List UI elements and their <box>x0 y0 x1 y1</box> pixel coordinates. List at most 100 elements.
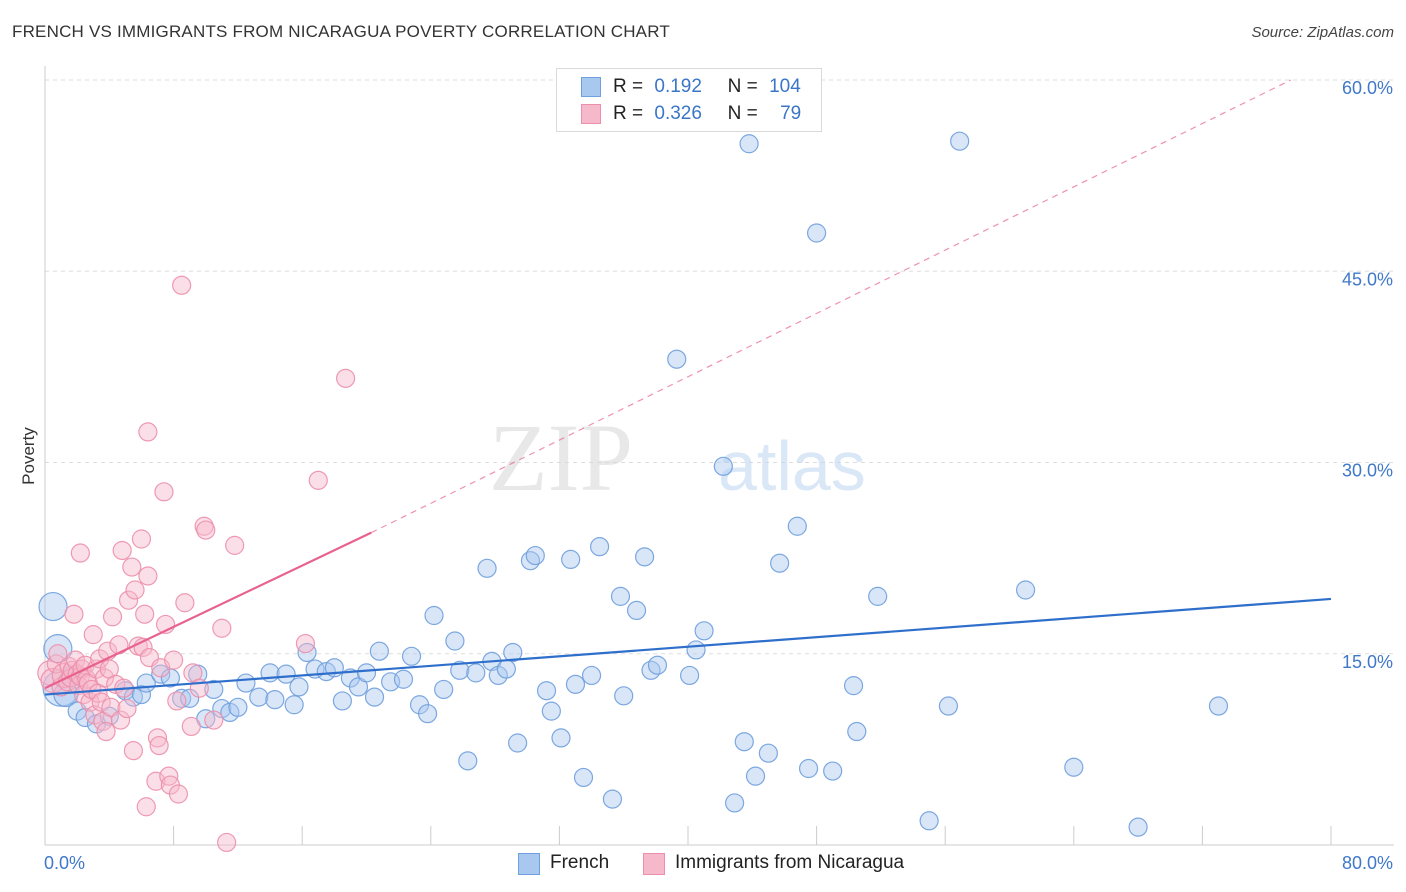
nicaragua-point <box>212 618 232 638</box>
french-point <box>284 695 304 715</box>
nicaragua-point <box>175 593 195 613</box>
french-point <box>496 659 516 679</box>
chart-title: FRENCH VS IMMIGRANTS FROM NICARAGUA POVE… <box>12 22 670 41</box>
french-point <box>843 676 864 696</box>
grid-lines <box>45 79 1394 655</box>
nicaragua-point <box>123 741 144 761</box>
french-point <box>131 684 152 705</box>
french-stats: R = 0.192 N = 104 <box>613 76 801 98</box>
french-point <box>393 669 414 689</box>
french-point <box>725 793 745 813</box>
trend-lines <box>44 79 1332 696</box>
nicaragua-point <box>295 633 316 654</box>
french-point <box>38 591 68 622</box>
french-point <box>823 761 843 781</box>
nicaragua-point <box>118 590 139 610</box>
nicaragua-point <box>64 604 84 624</box>
nicaragua-point <box>101 697 121 717</box>
french-point <box>332 691 352 711</box>
nicaragua-point <box>125 580 145 600</box>
nicaragua-point <box>135 604 155 624</box>
french-point <box>450 660 470 680</box>
nicaragua-stats: R = 0.326 N = 79 <box>613 103 801 125</box>
nicaragua-trend-extension <box>371 79 1292 534</box>
french-point <box>798 758 819 779</box>
nicaragua-point <box>131 529 152 549</box>
french-point <box>369 641 389 661</box>
french-point <box>626 600 647 621</box>
nicaragua-trend-line <box>44 531 372 690</box>
french-point <box>806 223 827 243</box>
french-point <box>565 674 586 694</box>
bottom-french-label: French <box>550 852 610 873</box>
watermark: ZIP atlas <box>489 404 866 511</box>
french-point <box>1128 817 1148 837</box>
french-point <box>356 663 377 683</box>
nicaragua-point <box>225 535 245 555</box>
y-tick-label: 15.0% <box>1342 652 1393 672</box>
french-point <box>647 655 668 675</box>
french-point <box>424 605 444 626</box>
nicaragua-points <box>37 275 356 853</box>
french-point <box>787 516 807 536</box>
y-tick-label: 45.0% <box>1342 269 1393 289</box>
bottom-nicaragua-swatch <box>643 853 665 875</box>
y-tick-label: 60.0% <box>1342 78 1393 98</box>
french-point <box>938 696 959 716</box>
y-tick-label: 30.0% <box>1342 461 1393 481</box>
nicaragua-point <box>172 275 192 295</box>
french-point <box>713 456 733 476</box>
french-point <box>204 679 224 700</box>
nicaragua-point <box>48 644 68 664</box>
watermark-zip: ZIP <box>489 404 633 511</box>
french-point <box>503 642 523 663</box>
nicaragua-point <box>181 716 201 737</box>
nicaragua-swatch <box>581 104 601 124</box>
french-point <box>561 549 581 570</box>
nicaragua-point <box>110 710 131 730</box>
french-point <box>536 681 557 701</box>
french-point <box>641 660 661 680</box>
french-point <box>919 811 939 831</box>
french-points <box>38 131 1229 837</box>
axes <box>44 66 1394 846</box>
french-point <box>541 701 561 721</box>
watermark-atlas: atlas <box>718 427 866 505</box>
nicaragua-point <box>136 797 156 817</box>
french-point <box>573 767 594 788</box>
nicaragua-n-label: N = <box>727 103 758 124</box>
nicaragua-point <box>117 698 137 719</box>
french-point <box>758 743 778 763</box>
french-r-label: R = <box>613 76 644 97</box>
french-point <box>680 665 700 686</box>
french-point <box>950 131 970 151</box>
french-point <box>745 766 766 786</box>
french-trend-line <box>44 597 1332 696</box>
nicaragua-point <box>138 422 158 442</box>
french-point <box>847 721 867 742</box>
nicaragua-point <box>167 691 187 711</box>
nicaragua-point <box>154 482 174 502</box>
french-point <box>551 728 571 748</box>
nicaragua-point <box>336 368 356 388</box>
stats-legend: R = 0.192 N = 104 R = 0.326 N = 79 <box>556 68 822 132</box>
french-point <box>445 631 465 651</box>
nicaragua-point <box>102 607 123 627</box>
french-point <box>151 664 171 684</box>
nicaragua-r-value: 0.326 <box>654 103 702 124</box>
french-point <box>265 690 285 710</box>
x-tick-label: 80.0% <box>1342 853 1393 873</box>
french-point <box>458 751 478 771</box>
x-tick-label: 0.0% <box>44 853 85 873</box>
french-point <box>667 349 687 369</box>
french-point <box>1015 580 1036 600</box>
french-point <box>686 640 706 660</box>
french-point <box>466 663 486 683</box>
nicaragua-point <box>138 566 158 586</box>
french-point <box>589 537 610 557</box>
french-point <box>417 704 438 724</box>
french-point <box>276 664 296 684</box>
french-point <box>364 687 385 707</box>
nicaragua-point <box>217 832 237 853</box>
french-point <box>249 687 269 707</box>
